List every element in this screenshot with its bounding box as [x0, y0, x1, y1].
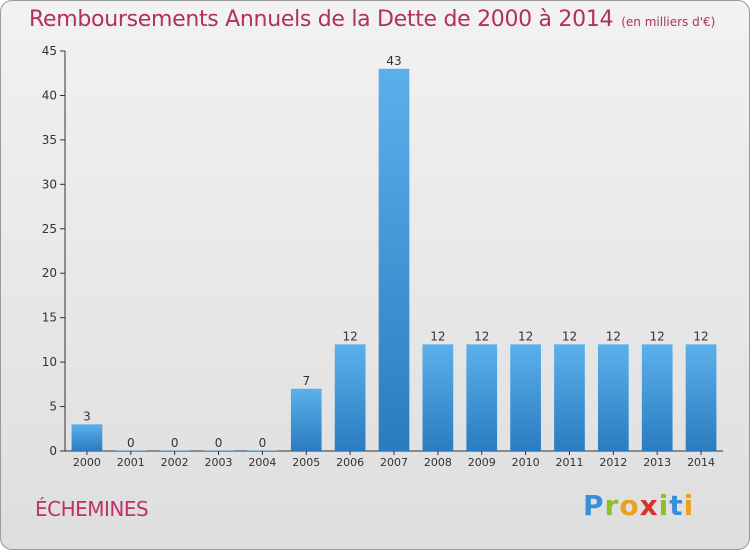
x-tick-label: 2004: [248, 456, 276, 469]
bar: [554, 344, 585, 451]
bar: [685, 344, 717, 451]
x-tick-label: 2011: [555, 456, 583, 469]
x-tick-label: 2014: [687, 456, 715, 469]
bar: [334, 344, 366, 451]
chart-unit: (en milliers d'€): [621, 15, 716, 29]
x-tick-label: 2001: [117, 456, 145, 469]
y-tick-label: 40: [42, 88, 57, 102]
logo-letter: r: [604, 489, 620, 522]
bar: [159, 450, 191, 451]
data-label: 0: [215, 436, 223, 450]
bar: [378, 68, 410, 452]
x-tick-label: 2003: [205, 456, 233, 469]
y-tick-label: 20: [42, 266, 57, 280]
logo-letter: x: [639, 489, 659, 522]
x-tick-label: 2008: [424, 456, 452, 469]
data-label: 3: [83, 409, 91, 423]
proxiti-logo: Proxiti: [583, 489, 694, 522]
y-tick-label: 35: [42, 133, 57, 147]
x-tick-label: 2002: [161, 456, 189, 469]
data-labels: 3 0 0 0 0 7 12 43 12 12 12 12 12 12 12: [83, 54, 709, 450]
bar: [71, 424, 103, 451]
x-tick-label: 2006: [336, 456, 364, 469]
logo-letter: P: [583, 489, 605, 522]
data-label: 0: [127, 436, 135, 450]
bar: [510, 344, 541, 451]
y-tick-label: 5: [49, 400, 57, 414]
data-label: 12: [693, 329, 708, 343]
logo-letter: i: [683, 489, 695, 522]
y-tick-label: 15: [42, 311, 57, 325]
logo-letter: t: [669, 489, 684, 522]
bar: [641, 344, 673, 451]
bar: [203, 450, 234, 451]
data-label: 12: [650, 329, 665, 343]
data-label: 12: [342, 329, 357, 343]
bars: [71, 68, 717, 452]
x-tick-label: 2005: [292, 456, 320, 469]
data-label: 7: [302, 374, 310, 388]
chart-title: Remboursements Annuels de la Dette de 20…: [29, 7, 715, 32]
y-tick-label: 45: [42, 44, 57, 58]
bar: [597, 344, 629, 451]
data-label: 43: [386, 54, 401, 68]
data-label: 12: [562, 329, 577, 343]
bar: [115, 450, 147, 451]
y-tick-label: 10: [42, 355, 57, 369]
y-tick-label: 30: [42, 177, 57, 191]
y-tick-label: 0: [49, 444, 57, 458]
x-tick-label: 2010: [512, 456, 540, 469]
x-tick-label: 2000: [73, 456, 101, 469]
logo-letter: i: [658, 489, 670, 522]
data-label: 0: [259, 436, 267, 450]
chart-title-text: Remboursements Annuels de la Dette de 20…: [29, 7, 614, 32]
x-tick-label: 2013: [643, 456, 671, 469]
x-tick-label: 2007: [380, 456, 408, 469]
bar: [466, 344, 498, 451]
data-label: 12: [606, 329, 621, 343]
data-label: 0: [171, 436, 179, 450]
x-tick-label: 2012: [599, 456, 627, 469]
x-tick-label: 2009: [468, 456, 496, 469]
bar: [422, 344, 454, 451]
data-label: 12: [474, 329, 489, 343]
bar: [247, 450, 278, 451]
logo-letter: o: [619, 489, 640, 522]
y-tick-label: 25: [42, 222, 57, 236]
bar: [290, 388, 322, 451]
data-label: 12: [518, 329, 533, 343]
data-label: 12: [430, 329, 445, 343]
town-name: ÉCHEMINES: [35, 497, 149, 521]
